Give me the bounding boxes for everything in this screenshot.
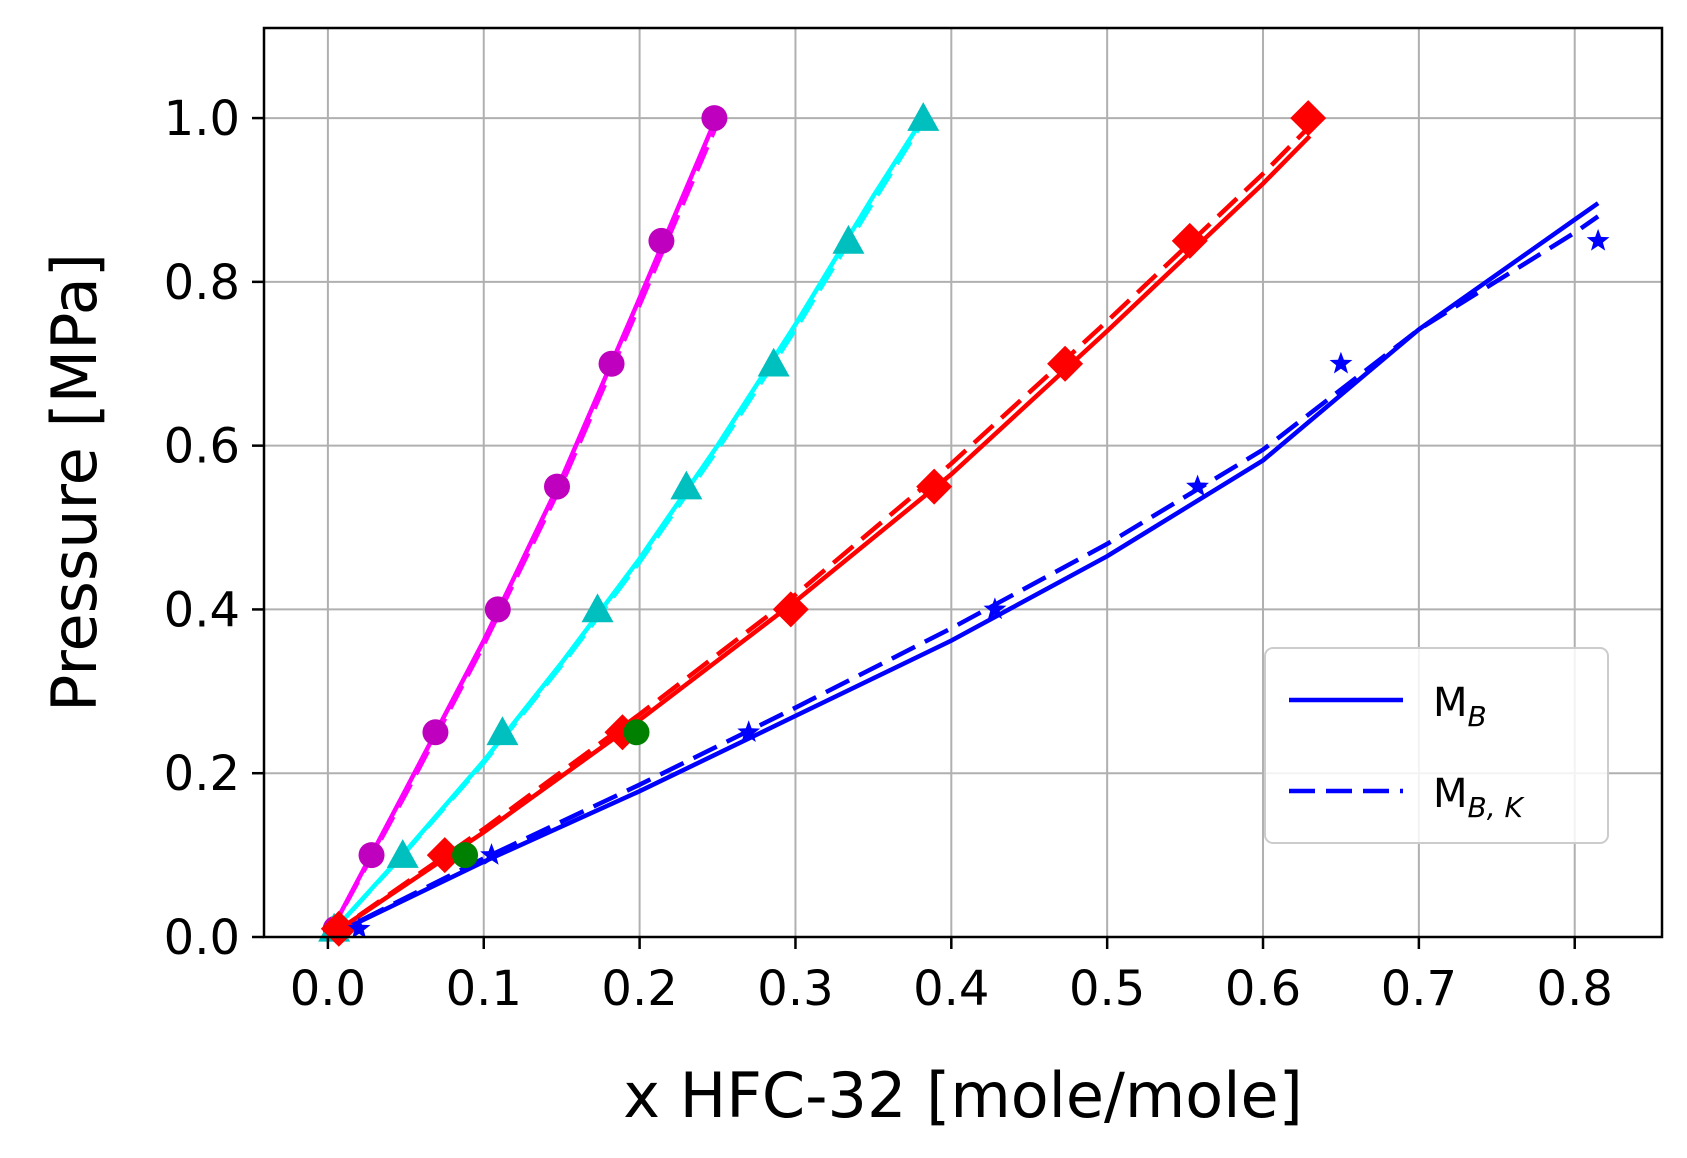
y-tick-label: 0.2 <box>164 746 240 802</box>
data-point-circle <box>358 842 385 869</box>
data-point-circle <box>701 105 728 132</box>
x-tick-label: 0.4 <box>913 961 989 1017</box>
data-point-triangle <box>757 347 790 377</box>
data-point-diamond <box>1290 100 1327 137</box>
data-point-circle <box>648 227 675 254</box>
data-point-circle <box>422 719 449 746</box>
y-tick-label: 0.8 <box>164 255 240 311</box>
data-point-triangle <box>581 593 614 623</box>
x-tick-label: 0.8 <box>1537 961 1613 1017</box>
x-tick-label: 0.7 <box>1381 961 1457 1017</box>
legend-label-subscript: B, K <box>1468 791 1526 824</box>
data-point-circle <box>452 842 479 869</box>
x-tick-label: 0.0 <box>290 961 366 1017</box>
legend-box <box>1264 647 1609 844</box>
data-point-triangle <box>907 102 940 131</box>
x-tick-label: 0.3 <box>757 961 833 1017</box>
legend-label-subscript: B <box>1468 700 1487 733</box>
model-line-solid <box>326 134 1312 939</box>
model-line-dashed <box>326 124 1312 939</box>
data-point-triangle <box>386 839 419 868</box>
model-line-dashed <box>326 214 1600 940</box>
data-point-star <box>983 597 1007 620</box>
data-point-star <box>1329 351 1353 374</box>
x-tick-label: 0.2 <box>601 961 677 1017</box>
data-point-diamond <box>916 468 953 505</box>
data-point-triangle <box>486 716 519 746</box>
data-point-star <box>737 720 761 742</box>
plot-frame <box>262 26 1664 939</box>
x-tick-label: 0.1 <box>446 961 522 1017</box>
data-point-circle <box>598 350 625 377</box>
data-point-circle <box>484 596 511 623</box>
data-point-triangle <box>832 224 865 254</box>
data-point-circle <box>623 719 650 746</box>
data-point-diamond <box>1047 345 1084 382</box>
data-point-star <box>347 916 371 939</box>
y-tick-label: 0.4 <box>164 582 240 638</box>
model-line-solid <box>326 116 926 939</box>
data-point-star <box>480 843 503 865</box>
x-axis-title: x HFC-32 [mole/mole] <box>623 1059 1303 1132</box>
axis-ticks: 0.0 0.1 0.2 0.3 0.4 0.5 0.6 0.7 0.8 0.0 0.2 0.4 0.6 0… <box>164 91 1613 1017</box>
data-point-diamond <box>1171 222 1208 259</box>
x-tick-label: 0.5 <box>1069 961 1145 1017</box>
x-tick-label: 0.6 <box>1225 961 1301 1017</box>
y-tick-label: 1.0 <box>164 91 240 147</box>
y-tick-label: 0.6 <box>164 419 240 475</box>
y-axis-title: Pressure [MPa] <box>38 253 111 712</box>
y-tick-label: 0.0 <box>164 910 240 966</box>
data-point-star <box>1586 228 1610 251</box>
model-line-dashed <box>326 125 923 939</box>
model-line-dashed <box>325 129 717 939</box>
data-point-star <box>1186 474 1209 497</box>
model-line-solid <box>326 201 1600 940</box>
data-point-diamond <box>426 837 463 874</box>
data-point-circle <box>544 473 571 500</box>
data-point-triangle <box>670 470 703 500</box>
data-point-diamond <box>772 591 809 628</box>
